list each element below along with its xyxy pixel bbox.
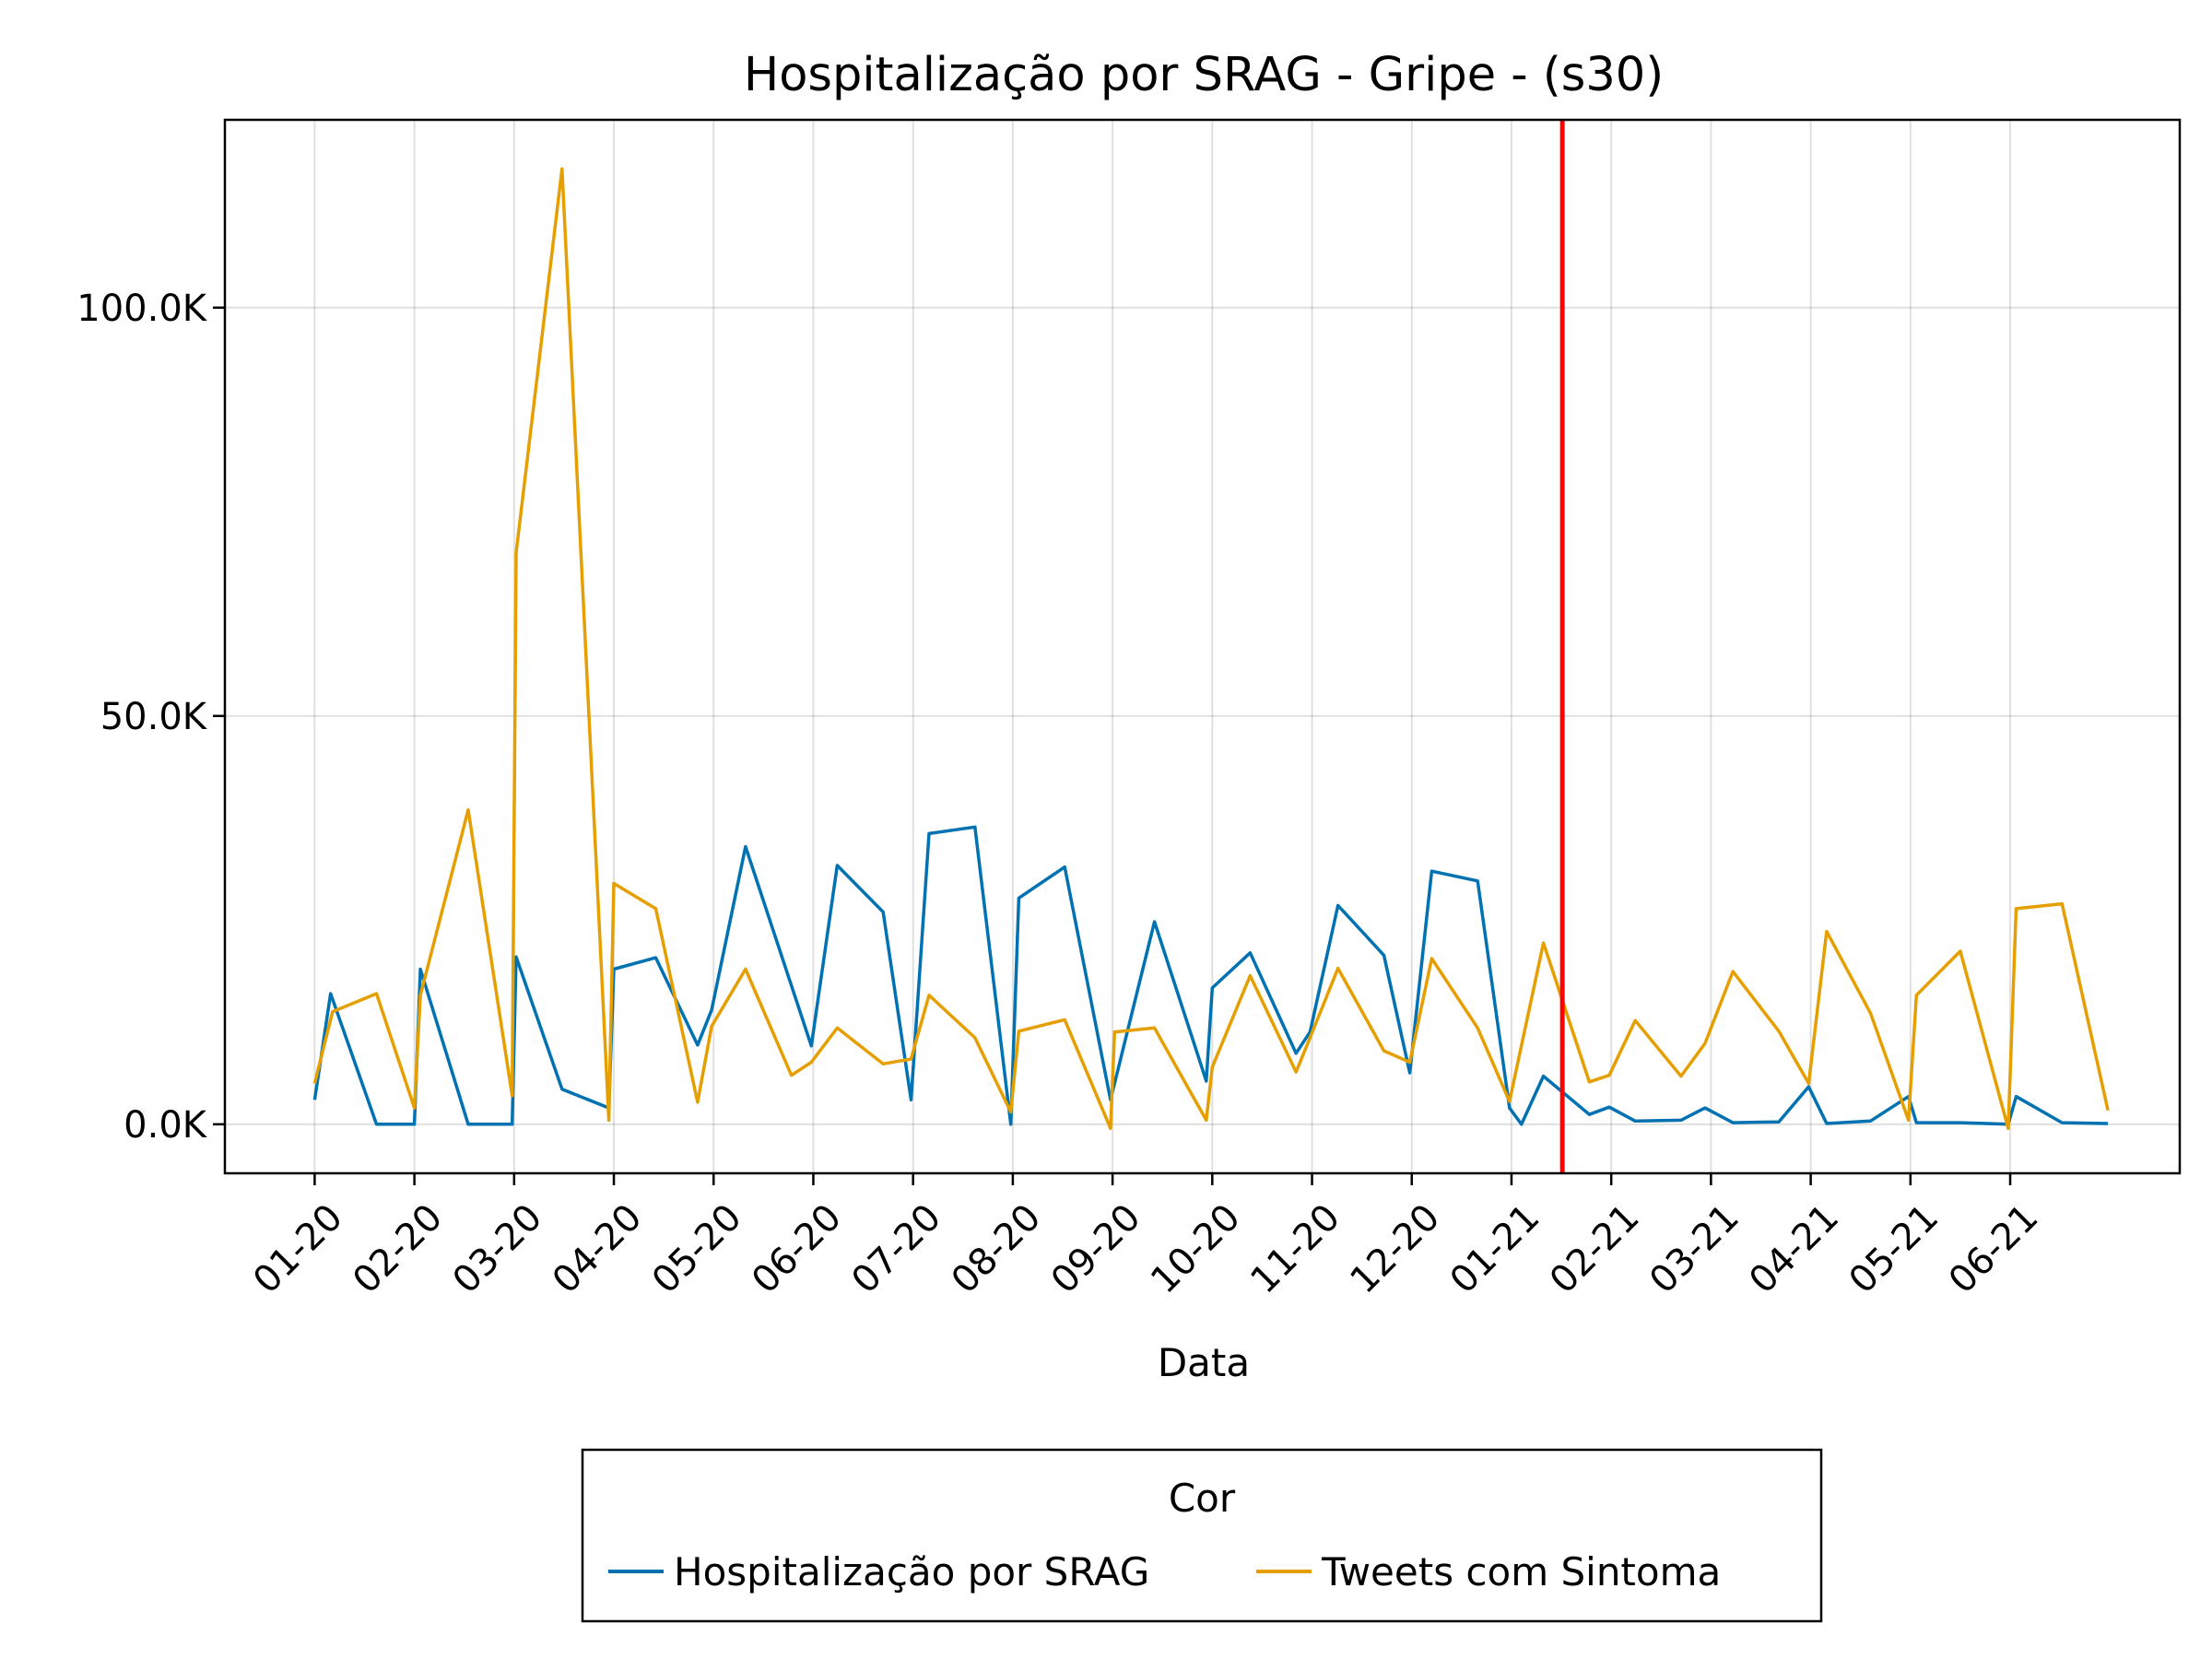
y-tick-label-2: 100.0K [76, 288, 208, 330]
y-tick-label-1: 50.0K [100, 696, 208, 738]
grid-lines [225, 120, 2180, 1173]
plot-area [312, 120, 2110, 1173]
legend-label-tweets: Tweets com Sintoma [1321, 1549, 1721, 1594]
y-tick-label-0: 0.0K [124, 1104, 208, 1147]
chart-title: Hospitalização por SRAG - Gripe - (s30) [744, 48, 1664, 102]
legend-label-hospitalizacao: Hospitalização por SRAG [674, 1549, 1149, 1594]
plot-frame [223, 118, 2182, 1175]
legend-title: Cor [1169, 1476, 1236, 1521]
legend-box [581, 1448, 1823, 1623]
y-axis: 0.0K 50.0K 100.0K [76, 288, 225, 1147]
legend: Cor Hospitalização por SRAG Tweets com S… [581, 1448, 1823, 1623]
x-axis-label: Data [1158, 1340, 1250, 1385]
series-line-tweets [312, 167, 2110, 1131]
